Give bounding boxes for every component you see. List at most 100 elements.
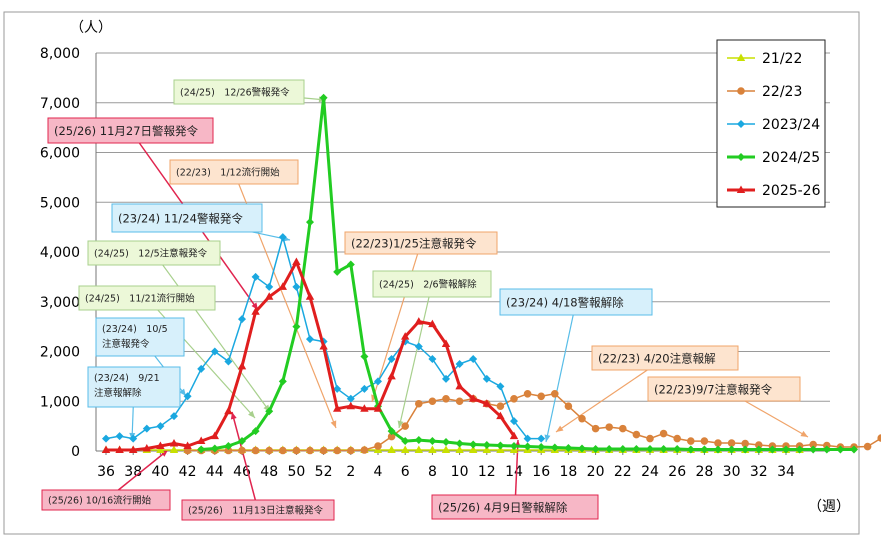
data-point: [346, 401, 355, 410]
x-tick-label: 24: [641, 464, 659, 480]
data-point: [442, 438, 450, 447]
x-tick-label: 18: [559, 464, 577, 480]
data-point: [224, 442, 233, 451]
x-tick-label: 38: [124, 464, 142, 480]
x-tick-label: 30: [723, 464, 741, 480]
data-point: [550, 443, 559, 452]
data-point: [523, 389, 532, 398]
data-point: [306, 335, 314, 344]
data-point: [578, 414, 586, 423]
data-point: [714, 445, 722, 454]
legend-item: 2024/25: [727, 150, 820, 166]
data-point: [142, 424, 151, 433]
annotation-callouts: (24/25) 12/26警報発令 (25/26) 11月27日警報発令 (22/2…: [41, 79, 801, 521]
data-point: [836, 445, 845, 454]
data-point: [374, 442, 382, 450]
data-point: [619, 424, 627, 433]
data-point: [537, 443, 546, 452]
data-point: [469, 394, 478, 402]
callout-text: (24/25) 2/6警報解除: [379, 279, 477, 291]
data-point: [278, 282, 287, 290]
series-2024-25: [197, 93, 858, 454]
data-point: [455, 381, 464, 390]
data-point: [265, 446, 274, 455]
annotation-arrowhead: [179, 388, 186, 396]
callout-box: [47, 117, 214, 144]
series-2023-24: [102, 233, 546, 443]
data-point: [156, 441, 165, 450]
series-lines: [101, 93, 881, 455]
data-point: [428, 397, 437, 406]
data-point: [210, 431, 219, 440]
legend-label: 2024/25: [762, 150, 820, 166]
callout-text: (23/24) 10/5: [102, 324, 168, 335]
x-tick-label: 16: [532, 464, 550, 480]
data-point: [510, 417, 518, 426]
data-point: [455, 445, 464, 454]
data-point: [646, 434, 654, 443]
x-tick-label: 48: [260, 464, 278, 480]
callout-text: (23/24) 11/24警報発令: [118, 211, 243, 225]
data-point: [727, 439, 736, 447]
annotation-arrowhead: [251, 302, 258, 310]
data-point: [455, 359, 464, 368]
callout-text: (24/25) 12/5注意報発令: [94, 248, 208, 260]
data-point: [795, 445, 804, 454]
data-point: [768, 445, 777, 454]
legend-label: 21/22: [762, 51, 802, 67]
data-point: [387, 427, 396, 436]
annotation-callout: (24/25) 12/26警報発令: [173, 79, 305, 105]
data-point: [333, 404, 342, 412]
y-tick-labels: 0 1,000 2,000 3,000 4,000 5,000 6,000 7,000 8,00…: [40, 46, 80, 460]
data-point: [700, 445, 709, 454]
data-point: [360, 352, 369, 361]
data-point: [115, 432, 124, 441]
data-point: [564, 444, 573, 453]
data-point: [482, 441, 491, 450]
data-point: [415, 399, 423, 408]
data-point: [809, 445, 818, 454]
data-point: [551, 389, 559, 398]
callout-box: [181, 499, 335, 521]
callout-box: [591, 345, 739, 371]
legend-label: 2025-26: [762, 183, 821, 199]
callout-text: (25/26) 11月13日注意報発令: [188, 505, 323, 517]
x-tick-label: 44: [206, 464, 224, 480]
data-point: [265, 407, 274, 416]
x-tick-label: 10: [451, 464, 469, 480]
callout-text: (25/26) 10/16流行開始: [48, 495, 152, 507]
x-tick-label: 6: [401, 464, 410, 480]
annotation-callout: (23/24) 4/18警報解除: [499, 288, 653, 316]
data-point: [129, 434, 138, 443]
callout-box: [78, 285, 216, 311]
annotation-callout: (24/25) 11/21流行開始: [78, 285, 216, 311]
callout-text: (22/23)9/7注意報発令: [654, 382, 773, 396]
data-point: [455, 439, 464, 448]
data-point: [822, 445, 831, 454]
x-tick-label: 20: [587, 464, 605, 480]
data-point: [741, 445, 750, 454]
data-point: [414, 342, 423, 351]
data-point: [736, 53, 746, 61]
annotation-callout: (22/23) 4/20注意報解: [591, 345, 739, 371]
annotation-callout: (24/25) 12/5注意報発令: [87, 240, 221, 266]
callout-text: 注意報解除: [94, 387, 142, 399]
data-point: [736, 185, 746, 193]
legend-item: 21/22: [727, 51, 802, 67]
data-point: [496, 441, 505, 450]
data-point: [591, 445, 600, 454]
data-point: [401, 437, 410, 446]
x-tick-label: 32: [750, 464, 768, 480]
legend-label: 22/23: [762, 84, 802, 100]
x-tick-label: 40: [151, 464, 169, 480]
data-point: [238, 315, 246, 324]
annotation-leaders: [105, 91, 809, 511]
data-point: [442, 394, 450, 403]
x-tick-label: 12: [478, 464, 496, 480]
y-tick-label: 4,000: [40, 245, 80, 261]
data-point: [251, 272, 260, 281]
data-point: [278, 377, 287, 386]
data-point: [292, 282, 301, 291]
data-point: [659, 429, 668, 438]
x-tick-label: 52: [315, 464, 333, 480]
